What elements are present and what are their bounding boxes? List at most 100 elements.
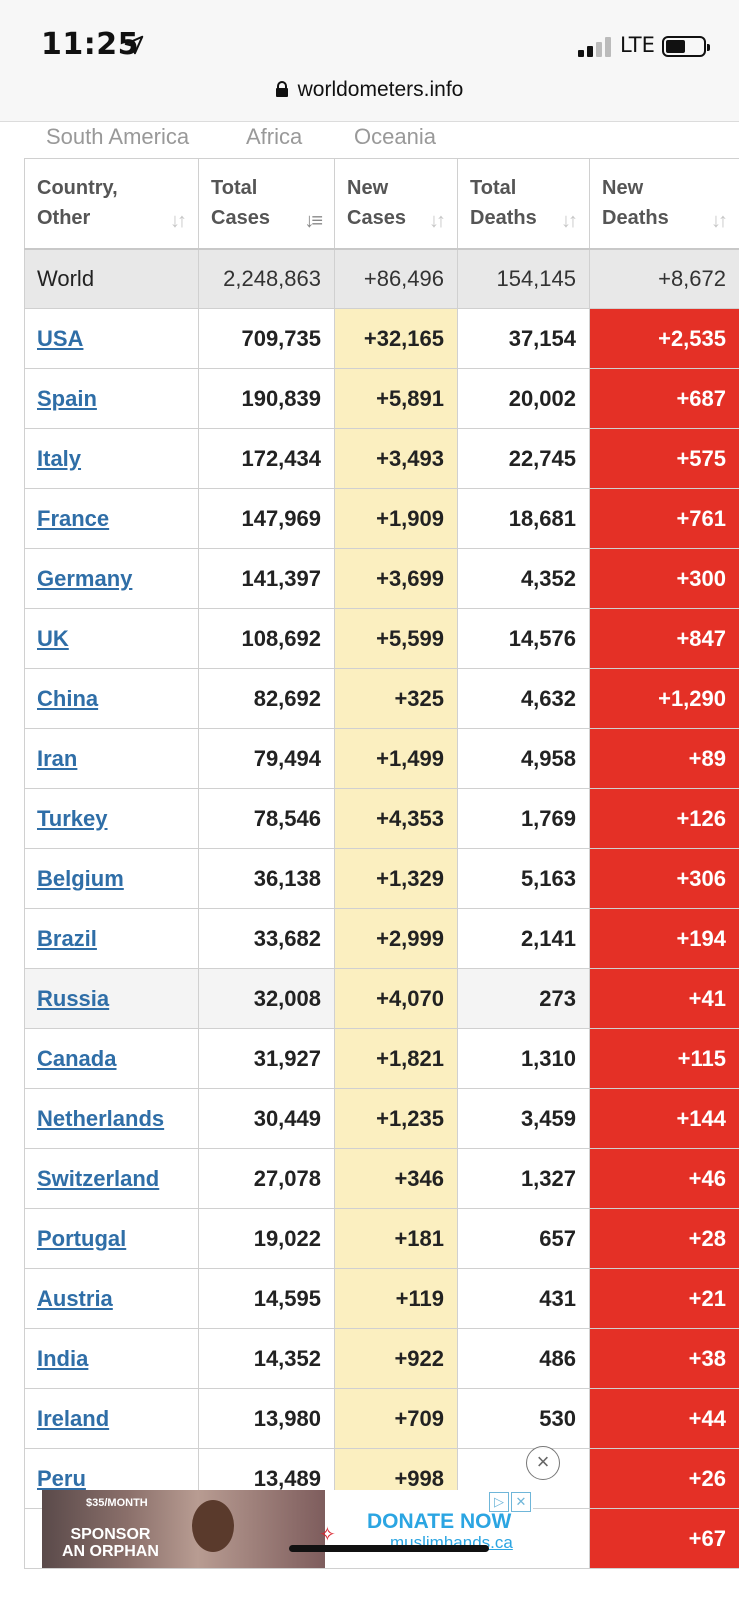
ad-photo: $35/MONTH SPONSOR AN ORPHAN [42, 1490, 325, 1568]
country-link[interactable]: Germany [37, 565, 133, 591]
country-link[interactable]: Canada [37, 1045, 117, 1071]
total-deaths-cell: 273 [457, 968, 590, 1029]
ad-choices-icon: ▷ [489, 1492, 509, 1512]
ad-choices[interactable]: ▷ ✕ [487, 1492, 531, 1512]
lock-icon [275, 81, 288, 97]
total-deaths-cell: 18,681 [457, 488, 590, 549]
table-row: Austria 14,595 +119 431 +21 [24, 1268, 739, 1329]
new-deaths-cell: +26 [589, 1448, 739, 1509]
total-cases-cell: 108,692 [198, 608, 335, 669]
table-row: Germany 141,397 +3,699 4,352 +300 [24, 548, 739, 609]
ad-headline-line: AN ORPHAN [62, 1543, 159, 1560]
header-total-cases[interactable]: Total Cases ↓≡ [198, 158, 335, 250]
header-label: Deaths [470, 207, 537, 230]
new-cases-cell: +4,070 [334, 968, 458, 1029]
total-deaths-cell: 4,352 [457, 548, 590, 609]
header-label: Total [470, 177, 517, 200]
total-deaths-cell: 14,576 [457, 608, 590, 669]
new-deaths-cell: +89 [589, 728, 739, 789]
ad-close-button[interactable]: × [526, 1446, 560, 1480]
tab-africa[interactable]: Africa [246, 124, 303, 149]
new-deaths-cell: +8,672 [589, 248, 739, 309]
new-deaths-cell: +300 [589, 548, 739, 609]
country-cell: Switzerland [24, 1148, 199, 1209]
total-deaths-cell: 22,745 [457, 428, 590, 489]
new-cases-cell: +1,499 [334, 728, 458, 789]
url-text: worldometers.info [297, 78, 464, 101]
header-new-deaths[interactable]: New Deaths ↓↑ [589, 158, 739, 250]
new-cases-cell: +1,329 [334, 848, 458, 909]
total-deaths-cell: 3,459 [457, 1088, 590, 1149]
country-cell: Canada [24, 1028, 199, 1089]
country-link[interactable]: Belgium [37, 865, 124, 891]
country-link[interactable]: Ireland [37, 1405, 110, 1431]
new-deaths-cell: +46 [589, 1148, 739, 1209]
table-row: Switzerland 27,078 +346 1,327 +46 [24, 1148, 739, 1209]
table-header-row: Country, Other ↓↑ Total Cases ↓≡ New Cases ↓↑ … [24, 158, 739, 250]
header-label: Cases [347, 207, 406, 230]
header-total-deaths[interactable]: Total Deaths ↓↑ [457, 158, 590, 250]
country-link[interactable]: Brazil [37, 925, 97, 951]
country-link[interactable]: Iran [37, 745, 78, 771]
tab-oceania[interactable]: Oceania [354, 124, 436, 149]
network-type: LTE [620, 33, 655, 57]
country-cell: USA [24, 308, 199, 369]
country-link[interactable]: Turkey [37, 805, 108, 831]
country-cell: Austria [24, 1268, 199, 1329]
new-deaths-cell: +126 [589, 788, 739, 849]
covid-table: Country, Other ↓↑ Total Cases ↓≡ New Cases ↓↑ … [24, 158, 739, 1569]
total-deaths-cell: 154,145 [457, 248, 590, 309]
table-row: Russia 32,008 +4,070 273 +41 [24, 968, 739, 1029]
sort-icon: ↓↑ [711, 210, 728, 232]
country-link[interactable]: Austria [37, 1285, 113, 1311]
home-indicator [289, 1545, 489, 1552]
new-deaths-cell: +687 [589, 368, 739, 429]
ad-cta[interactable]: DONATE NOW [367, 1510, 512, 1533]
crescent-star-icon: ✧ [319, 1524, 336, 1546]
total-cases-cell: 31,927 [198, 1028, 335, 1089]
header-label: Other [37, 207, 91, 230]
region-tabs: South America Africa Oceania [0, 124, 739, 154]
new-cases-cell: +2,999 [334, 908, 458, 969]
new-cases-cell: +3,699 [334, 548, 458, 609]
country-link[interactable]: India [37, 1345, 89, 1371]
total-deaths-cell: 37,154 [457, 308, 590, 369]
total-cases-cell: 141,397 [198, 548, 335, 609]
country-link[interactable]: Spain [37, 385, 97, 411]
new-cases-cell: +1,821 [334, 1028, 458, 1089]
header-label: New [347, 177, 389, 200]
new-cases-cell: +1,909 [334, 488, 458, 549]
address-bar[interactable]: worldometers.info [0, 78, 739, 102]
ad-banner[interactable]: $35/MONTH SPONSOR AN ORPHAN ✧ DONATE NOW… [42, 1490, 533, 1568]
country-link[interactable]: Peru [37, 1465, 86, 1491]
country-cell: Netherlands [24, 1088, 199, 1149]
country-link[interactable]: UK [37, 625, 69, 651]
country-cell: Turkey [24, 788, 199, 849]
total-deaths-cell: 1,327 [457, 1148, 590, 1209]
country-link[interactable]: China [37, 685, 99, 711]
country-link[interactable]: Netherlands [37, 1105, 165, 1131]
country-link[interactable]: Russia [37, 985, 110, 1011]
new-cases-cell: +325 [334, 668, 458, 729]
total-cases-cell: 709,735 [198, 308, 335, 369]
new-cases-cell: +4,353 [334, 788, 458, 849]
country-link[interactable]: Italy [37, 445, 82, 471]
new-deaths-cell: +41 [589, 968, 739, 1029]
country-cell: France [24, 488, 199, 549]
total-deaths-cell: 486 [457, 1328, 590, 1389]
country-link[interactable]: France [37, 505, 110, 531]
new-deaths-cell: +144 [589, 1088, 739, 1149]
total-cases-cell: 78,546 [198, 788, 335, 849]
total-cases-cell: 27,078 [198, 1148, 335, 1209]
table-row: Turkey 78,546 +4,353 1,769 +126 [24, 788, 739, 849]
tab-south-america[interactable]: South America [46, 124, 190, 149]
new-cases-cell: +32,165 [334, 308, 458, 369]
table-row: UK 108,692 +5,599 14,576 +847 [24, 608, 739, 669]
new-deaths-cell: +67 [589, 1508, 739, 1569]
header-country[interactable]: Country, Other ↓↑ [24, 158, 199, 250]
country-link[interactable]: USA [37, 325, 84, 351]
header-new-cases[interactable]: New Cases ↓↑ [334, 158, 458, 250]
table-row: Brazil 33,682 +2,999 2,141 +194 [24, 908, 739, 969]
country-link[interactable]: Switzerland [37, 1165, 160, 1191]
country-link[interactable]: Portugal [37, 1225, 127, 1251]
